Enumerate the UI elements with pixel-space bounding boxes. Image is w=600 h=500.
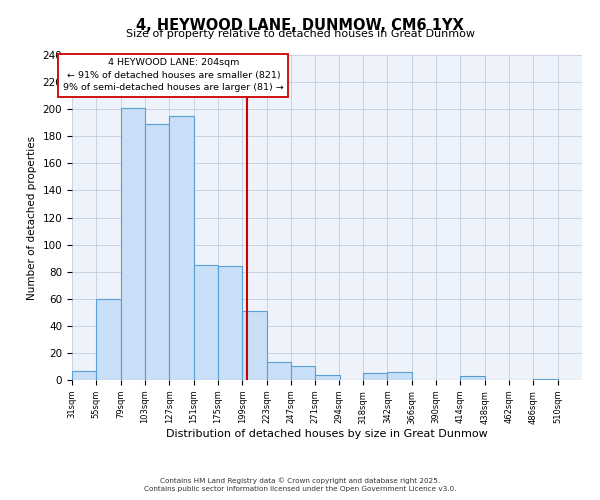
Bar: [218, 266, 242, 380]
X-axis label: Distribution of detached houses by size in Great Dunmow: Distribution of detached houses by size …: [166, 430, 488, 440]
Bar: [72, 370, 97, 380]
Text: Contains HM Land Registry data © Crown copyright and database right 2025.
Contai: Contains HM Land Registry data © Crown c…: [144, 478, 456, 492]
Bar: [194, 265, 218, 380]
Text: 4 HEYWOOD LANE: 204sqm
← 91% of detached houses are smaller (821)
9% of semi-det: 4 HEYWOOD LANE: 204sqm ← 91% of detached…: [63, 58, 284, 92]
Bar: [363, 373, 388, 380]
Bar: [533, 378, 557, 380]
Y-axis label: Number of detached properties: Number of detached properties: [27, 136, 37, 300]
Bar: [242, 311, 266, 380]
Bar: [121, 108, 145, 380]
Bar: [388, 372, 412, 380]
Bar: [460, 376, 485, 380]
Bar: [316, 374, 340, 380]
Text: 4, HEYWOOD LANE, DUNMOW, CM6 1YX: 4, HEYWOOD LANE, DUNMOW, CM6 1YX: [136, 18, 464, 32]
Bar: [291, 366, 316, 380]
Bar: [97, 298, 121, 380]
Bar: [145, 124, 169, 380]
Bar: [169, 116, 194, 380]
Bar: [266, 362, 291, 380]
Text: Size of property relative to detached houses in Great Dunmow: Size of property relative to detached ho…: [125, 29, 475, 39]
